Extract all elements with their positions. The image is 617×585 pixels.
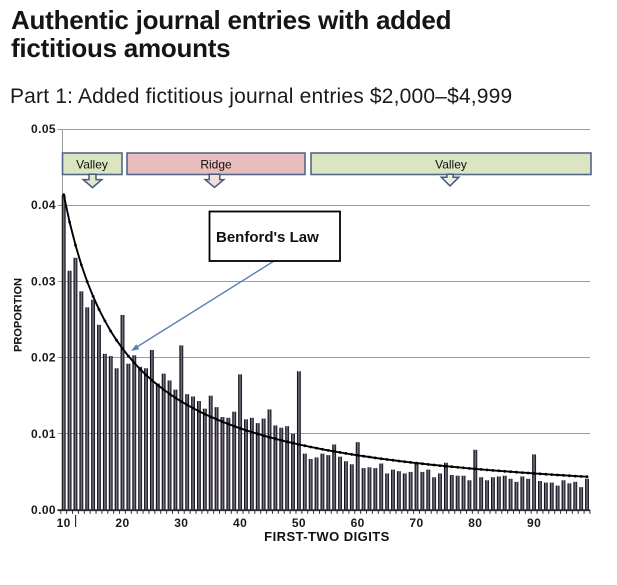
svg-text:0.00: 0.00 xyxy=(31,503,56,517)
svg-text:90: 90 xyxy=(527,516,541,530)
svg-text:50: 50 xyxy=(292,516,306,530)
svg-text:20: 20 xyxy=(115,516,129,530)
svg-text:Valley: Valley xyxy=(435,158,467,172)
svg-text:10: 10 xyxy=(57,516,71,530)
svg-text:0.02: 0.02 xyxy=(31,351,56,365)
svg-text:30: 30 xyxy=(174,516,188,530)
svg-text:FIRST-TWO DIGITS: FIRST-TWO DIGITS xyxy=(264,529,390,544)
svg-text:Ridge: Ridge xyxy=(200,158,232,172)
svg-text:Benford's Law: Benford's Law xyxy=(216,229,319,246)
svg-text:PROPORTION: PROPORTION xyxy=(13,278,25,352)
svg-text:Valley: Valley xyxy=(76,158,108,172)
svg-text:0.03: 0.03 xyxy=(31,274,56,288)
svg-text:70: 70 xyxy=(409,516,423,530)
svg-text:80: 80 xyxy=(468,516,482,530)
svg-text:0.01: 0.01 xyxy=(31,427,56,441)
svg-text:0.04: 0.04 xyxy=(31,198,56,212)
svg-text:60: 60 xyxy=(351,516,365,530)
svg-text:40: 40 xyxy=(233,516,247,530)
svg-text:0.05: 0.05 xyxy=(31,122,56,136)
